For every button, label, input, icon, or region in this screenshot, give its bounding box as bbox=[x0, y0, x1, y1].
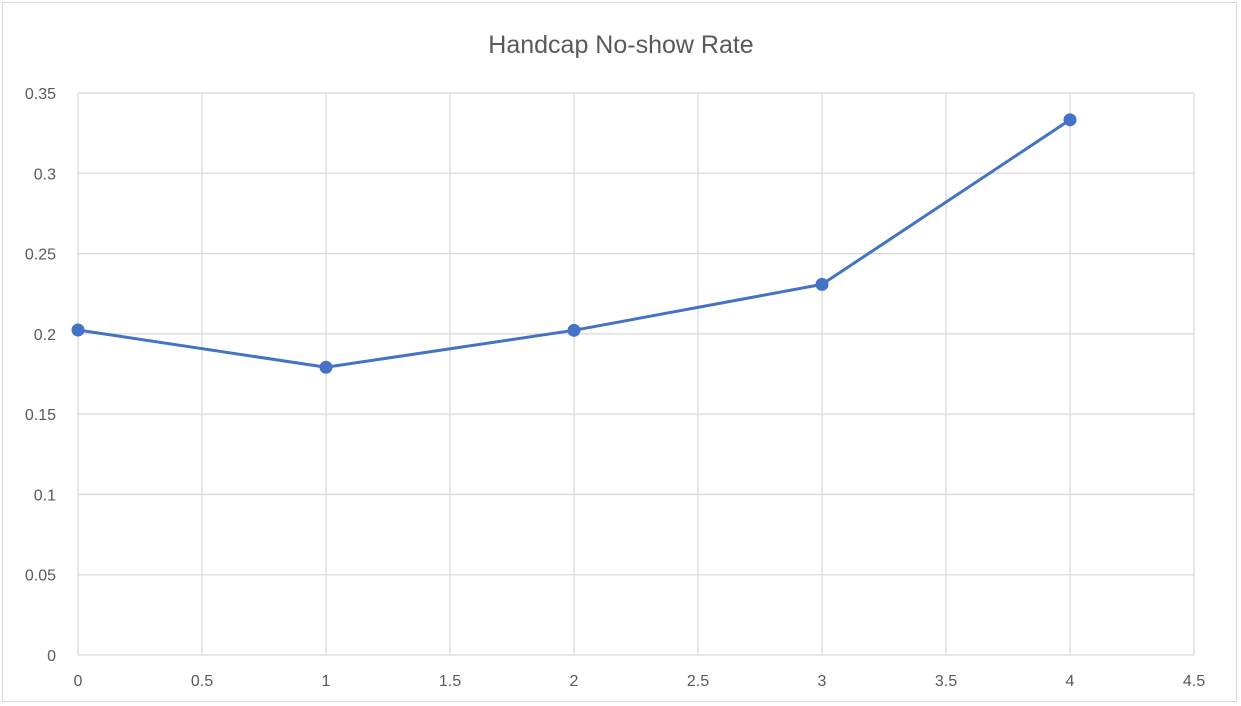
data-point bbox=[319, 360, 333, 374]
x-tick-label: 4 bbox=[1066, 673, 1075, 690]
data-point bbox=[1063, 113, 1077, 127]
data-point bbox=[71, 323, 85, 337]
y-tick-label: 0.3 bbox=[34, 166, 56, 183]
x-tick-label: 3.5 bbox=[935, 673, 957, 690]
y-tick-label: 0.2 bbox=[34, 327, 56, 344]
y-tick-label: 0.35 bbox=[25, 86, 56, 103]
y-tick-label: 0.15 bbox=[25, 407, 56, 424]
y-tick-label: 0 bbox=[47, 648, 56, 665]
gridlines bbox=[77, 92, 1195, 656]
x-tick-label: 0.5 bbox=[191, 673, 213, 690]
x-tick-label: 1 bbox=[322, 673, 331, 690]
y-tick-label: 0.25 bbox=[25, 247, 56, 264]
x-tick-label: 3 bbox=[818, 673, 827, 690]
series bbox=[71, 113, 1077, 374]
x-tick-label: 4.5 bbox=[1183, 673, 1205, 690]
y-tick-label: 0.05 bbox=[25, 568, 56, 585]
data-point bbox=[815, 277, 829, 291]
x-tick-label: 1.5 bbox=[439, 673, 461, 690]
chart-title: Handcap No-show Rate bbox=[488, 31, 753, 59]
x-tick-label: 0 bbox=[74, 673, 83, 690]
x-tick-label: 2.5 bbox=[687, 673, 709, 690]
y-axis-tick-labels: 0 0.05 0.1 0.15 0.2 0.25 0.3 0.35 bbox=[25, 86, 56, 665]
data-point bbox=[567, 323, 581, 337]
x-tick-label: 2 bbox=[570, 673, 579, 690]
y-tick-label: 0.1 bbox=[34, 487, 56, 504]
x-axis-tick-labels: 0 0.5 1 1.5 2 2.5 3 3.5 4 4.5 bbox=[74, 673, 1206, 690]
